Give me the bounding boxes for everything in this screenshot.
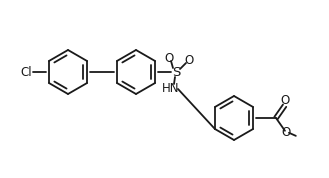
Text: S: S (172, 66, 180, 78)
Text: Cl: Cl (20, 66, 32, 78)
Text: HN: HN (162, 82, 180, 95)
Text: O: O (281, 126, 291, 139)
Text: O: O (184, 54, 194, 67)
Text: O: O (280, 94, 289, 107)
Text: O: O (164, 51, 174, 64)
